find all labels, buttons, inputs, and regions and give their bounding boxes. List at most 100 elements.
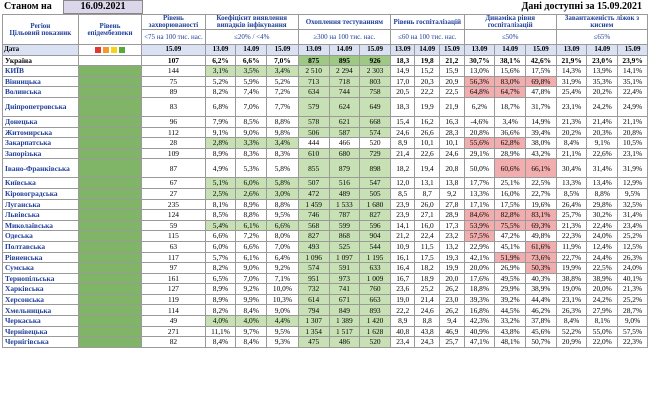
value-cell: 35,3% [586,75,619,88]
value-cell: 1 459 [297,198,330,211]
value-cell: 43,8 [414,325,441,338]
level-cell [77,75,143,88]
value-cell: 48,1% [494,336,527,348]
value-cell: 42,3% [463,315,496,327]
value-cell: 568 [297,219,330,232]
value-cell: 47,2% [494,230,527,242]
col-detection-header: Коефіцієнт виявлення випадків інфікуванн… [204,14,299,30]
value-cell: 14,9 [389,65,416,77]
value-cell: 3,4% [494,115,527,128]
value-cell: 37,8% [525,315,557,327]
value-cell: 23,4% [617,219,648,232]
value-cell: 24,0% [617,262,648,274]
level-cell [77,177,143,189]
region-name: Волинська [2,86,79,98]
value-cell: 13,4% [586,177,619,189]
value-cell: 20,2% [555,126,588,139]
value-cell: 746 [297,209,330,221]
value-cell: 49,5% [494,272,527,285]
value-cell: 8,9% [204,147,237,160]
level-cell [77,283,143,295]
value-cell: 22,4% [586,219,619,232]
value-cell: 27,9% [586,304,619,317]
value-cell: 9,5% [266,325,299,338]
date-cell: 13.09 [297,44,330,56]
value-cell: 43,8% [494,325,527,338]
date-cell: 15.09 [525,44,557,56]
col-testing-header: Охоплення тестуванням [297,14,391,30]
value-cell: 7,7% [266,96,299,117]
value-cell: 83,0% [494,75,527,88]
value-cell: 4,4% [266,315,299,327]
value-cell: 8,8% [266,198,299,211]
region-name: Запорізька [2,147,79,160]
value-cell: 26,4% [555,198,588,211]
table-row: Житомирська 112 9,1% 9,0% 9,8% 506 587 574 24,6 2… [2,126,648,139]
value-cell: 64,7% [494,86,527,98]
value-cell: 22,3% [555,230,588,242]
value-cell: 574 [359,126,391,139]
value-cell: 12,9% [617,177,648,189]
value-cell: 486 [328,336,361,348]
value-cell: 5,2% [266,75,299,88]
value-cell: 109 [141,147,206,160]
value-cell: 6,4% [266,251,299,264]
value-cell: 8,5% [555,187,588,200]
value-cell: 271 [141,325,206,338]
value-cell: 82,8% [494,209,527,221]
table-row: Чернівецька 271 11,1% 9,7% 9,5% 1 354 1 517 1 6… [2,325,648,338]
date-cell: 13.09 [389,44,416,56]
value-cell: 3,4% [266,65,299,77]
value-cell: 25,2% [617,230,648,242]
value-cell: 8,2% [204,304,237,317]
value-cell: 19,0% [555,283,588,295]
level-cell [77,336,143,348]
value-cell: 18,2 [414,262,441,274]
value-cell: 898 [359,158,391,179]
value-cell: 17,5% [494,198,527,211]
value-cell: 19,9 [414,96,441,117]
value-cell: 8,9 [389,315,416,327]
value-cell: 47,8% [525,86,557,98]
value-cell: 506 [297,126,330,139]
region-name: Хмельницька [2,304,79,317]
value-cell: 22,5% [586,262,619,274]
value-cell: 14,1 [389,219,416,232]
value-cell: 8,4% [235,336,268,348]
value-cell: 16,4 [389,262,416,274]
value-cell: 10,0% [266,283,299,295]
value-cell: 7,0% [266,54,299,67]
value-cell: 26,2 [439,304,465,317]
value-cell: 19,3 [439,251,465,264]
value-cell: 9,9% [235,293,268,306]
region-name: Херсонська [2,293,79,306]
level-cell [77,272,143,285]
value-cell: 13,3% [463,187,496,200]
level-cell [77,86,143,98]
value-cell: 28,9 [439,209,465,221]
value-cell: 24,2% [586,293,619,306]
value-cell: 14,1% [617,65,648,77]
value-cell: 2,6% [235,187,268,200]
value-cell: 73,6% [525,251,557,264]
region-name: Черкаська [2,315,79,327]
value-cell: 119 [141,293,206,306]
value-cell: 8,3% [235,147,268,160]
value-cell: 9,0% [617,315,648,327]
value-cell: 15,6% [494,65,527,77]
value-cell: 114 [141,304,206,317]
value-cell: 24,6 [439,147,465,160]
value-cell: 1 009 [359,272,391,285]
value-cell: 144 [141,65,206,77]
level-cell [77,304,143,317]
value-cell: 20,9% [555,336,588,348]
value-cell: 5,4% [204,219,237,232]
value-cell: 23,9% [617,54,648,67]
value-cell: 624 [328,96,361,117]
value-cell: 22,7% [555,251,588,264]
value-cell: 21,1% [555,147,588,160]
value-cell: 10,1 [439,137,465,149]
value-cell: 59 [141,219,206,232]
value-cell: 614 [297,293,330,306]
table-row: Кіровоградська 27 2,5% 2,6% 3,0% 472 489 505 8,5… [2,187,648,200]
